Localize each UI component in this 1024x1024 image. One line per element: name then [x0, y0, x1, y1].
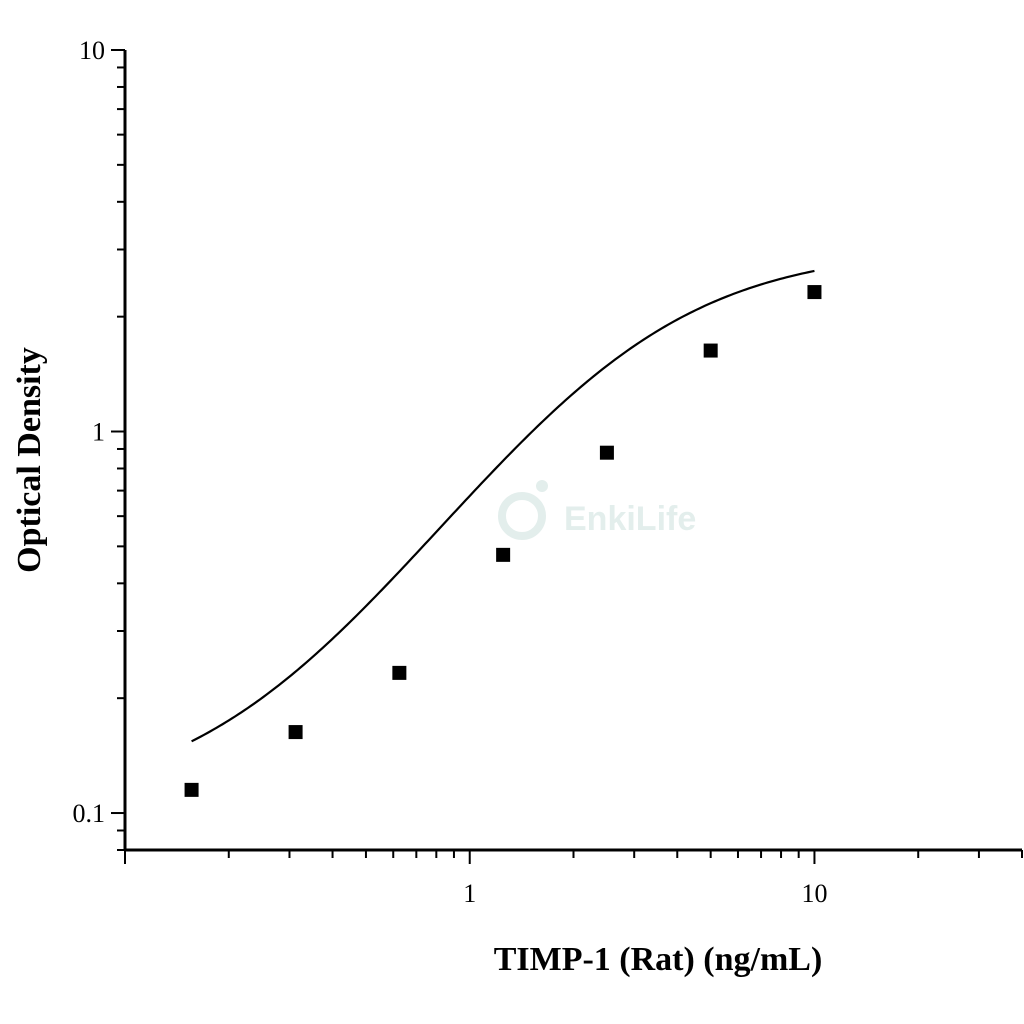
data-point — [288, 725, 303, 740]
y-axis-title: Optical Density — [11, 347, 48, 573]
data-point — [496, 547, 511, 562]
y-axis-ticks: 0.1 1 10 — [73, 36, 125, 851]
data-point — [807, 285, 822, 300]
y-tick-label: 0.1 — [73, 799, 106, 828]
data-point — [184, 782, 199, 797]
x-axis-title: TIMP-1 (Rat) (ng/mL) — [494, 941, 823, 978]
y-tick-label: 10 — [79, 36, 105, 65]
x-tick-label: 1 — [463, 879, 476, 908]
watermark: EnkiLife — [498, 480, 696, 540]
watermark-text: EnkiLife — [564, 500, 696, 538]
x-tick-label: 10 — [801, 879, 827, 908]
y-tick-label: 1 — [92, 418, 105, 447]
data-points — [184, 285, 822, 797]
data-point — [703, 343, 718, 358]
data-point — [599, 445, 614, 460]
data-point — [392, 665, 407, 680]
fit-curve — [191, 269, 815, 743]
watermark-logo-icon — [498, 492, 546, 540]
watermark-logo-dot-icon — [536, 480, 548, 492]
x-axis-ticks: 1 10 — [124, 850, 1023, 908]
axes — [123, 50, 1022, 852]
